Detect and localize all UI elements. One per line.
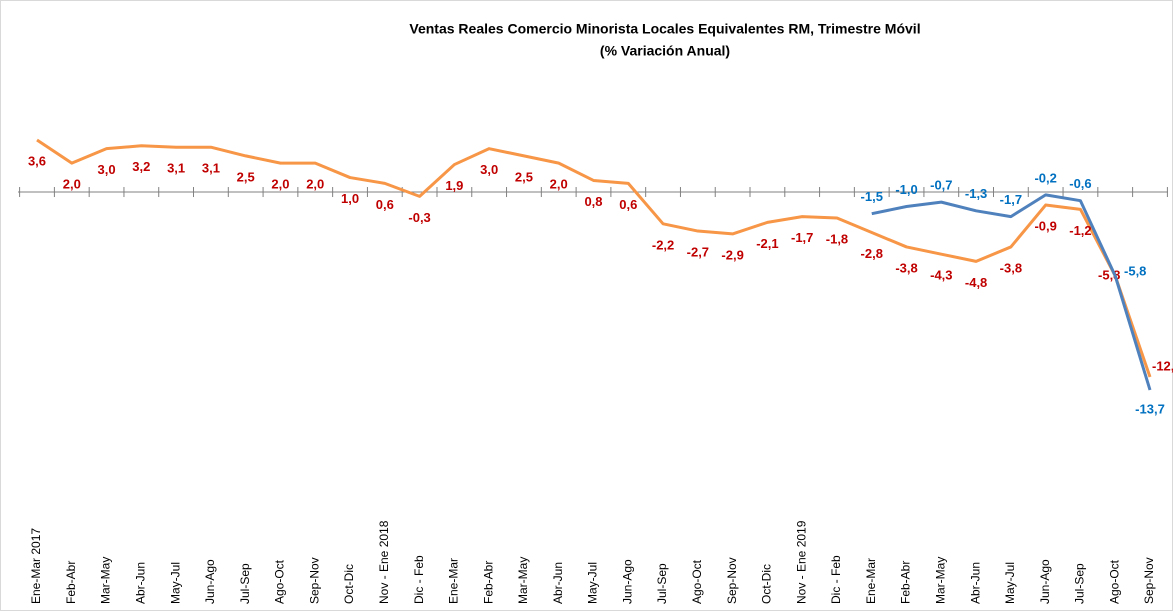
chart-subtitle: (% Variación Anual) [600, 43, 730, 59]
data-label: -1,7 [791, 230, 813, 245]
data-label: -0,7 [930, 178, 952, 193]
data-label: -1,7 [1000, 192, 1022, 207]
x-tick-label: Sep-Nov [307, 557, 321, 604]
x-tick-label: Jun-Ago [620, 559, 634, 604]
x-tick-label: Abr-Jun [551, 562, 565, 604]
data-label: -4,3 [930, 268, 952, 283]
x-tick-label: Mar-May [933, 557, 947, 604]
data-label: 1,9 [445, 178, 463, 193]
data-label: -4,8 [965, 275, 987, 290]
data-label: 2,0 [306, 177, 324, 192]
x-tick-label: May-Jul [586, 562, 600, 604]
data-label: 2,0 [271, 177, 289, 192]
x-tick-label: Nov - Ene 2018 [377, 520, 391, 604]
x-tick-label: Ene-Mar 2017 [29, 528, 43, 604]
chart-title: Ventas Reales Comercio Minorista Locales… [409, 21, 920, 37]
data-label: -2,1 [756, 236, 778, 251]
data-label: -1,8 [826, 231, 848, 246]
x-tick-label: May-Jul [1003, 562, 1017, 604]
data-label: -1,5 [861, 189, 883, 204]
data-label: -2,8 [861, 246, 883, 261]
data-label: 2,5 [515, 169, 533, 184]
data-label: -1,2 [1069, 223, 1091, 238]
x-tick-label: Jul-Sep [238, 563, 252, 604]
x-tick-label: Ene-Mar [864, 558, 878, 604]
data-label: 0,6 [619, 197, 637, 212]
data-label: -13,7 [1135, 401, 1165, 416]
x-tick-label: Sep-Nov [725, 557, 739, 604]
x-tick-label: Mar-May [516, 557, 530, 604]
x-tick-label: Sep-Nov [1142, 557, 1156, 604]
data-label: -1,0 [895, 182, 917, 197]
x-tick-label: Nov - Ene 2019 [794, 520, 808, 604]
x-tick-label: Ene-Mar [447, 558, 461, 604]
x-tick-label: Feb-Abr [481, 561, 495, 604]
data-label: 2,0 [63, 177, 81, 192]
x-tick-label: Feb-Abr [64, 561, 78, 604]
data-label: -0,3 [408, 210, 430, 225]
data-label: -2,7 [687, 244, 709, 259]
x-tick-label: Ago-Oct [1107, 559, 1121, 604]
data-label: -2,2 [652, 237, 674, 252]
x-tick-label: Abr-Jun [968, 562, 982, 604]
x-tick-label: Jul-Sep [1073, 563, 1087, 604]
data-label: 2,5 [237, 169, 255, 184]
x-tick-label: Oct-Dic [342, 564, 356, 604]
x-tick-label: Jun-Ago [1038, 559, 1052, 604]
data-label: -12,8 [1152, 358, 1173, 373]
data-label: 1,0 [341, 191, 359, 206]
data-label: -3,8 [1000, 260, 1022, 275]
x-tick-label: Ago-Oct [273, 559, 287, 604]
x-tick-label: Dic - Feb [412, 555, 426, 604]
data-label: 2,0 [550, 177, 568, 192]
line-series [36, 138, 1152, 378]
x-tick-label: Jul-Sep [655, 563, 669, 604]
data-label: -5,8 [1124, 263, 1146, 278]
x-tick-label: Abr-Jun [134, 562, 148, 604]
x-tick-label: May-Jul [168, 562, 182, 604]
x-tick-label: Dic - Feb [829, 555, 843, 604]
x-tick-label: Oct-Dic [760, 564, 774, 604]
x-tick-label: Feb-Abr [899, 561, 913, 604]
data-label: 3,0 [480, 162, 498, 177]
data-label: 3,0 [98, 162, 116, 177]
data-label: -1,3 [965, 186, 987, 201]
data-label: 3,2 [132, 159, 150, 174]
data-label: 0,8 [584, 194, 602, 209]
x-tick-label: Ago-Oct [690, 559, 704, 604]
data-label: 3,1 [202, 161, 220, 176]
data-label: 0,6 [376, 197, 394, 212]
data-label: -2,9 [721, 247, 743, 262]
data-label: 3,6 [28, 153, 46, 168]
data-label: -0,6 [1069, 176, 1091, 191]
data-label: -0,9 [1034, 218, 1056, 233]
data-label: -3,8 [895, 260, 917, 275]
x-tick-label: Mar-May [99, 557, 113, 604]
data-label: 3,1 [167, 161, 185, 176]
x-tick-label: Jun-Ago [203, 559, 217, 604]
line-series [871, 193, 1152, 391]
data-label: -0,2 [1034, 170, 1056, 185]
